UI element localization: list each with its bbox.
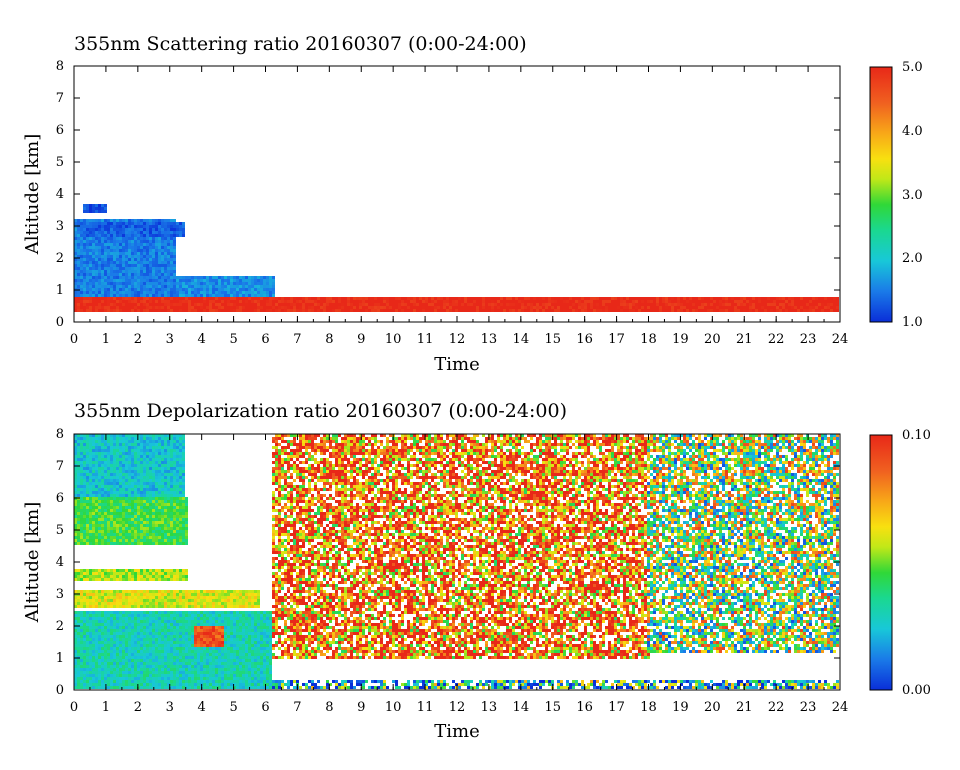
x-tick-label: 4	[198, 332, 206, 347]
y-tick-label: 7	[56, 91, 64, 106]
x-tick-label: 18	[640, 700, 657, 715]
colorbar-gradient	[869, 66, 893, 323]
x-tick-label: 2	[134, 700, 142, 715]
x-tick-label: 8	[325, 700, 333, 715]
colorbar-label: 0.00	[902, 683, 931, 698]
colorbar-label: 5.0	[902, 60, 923, 75]
x-tick-label: 1	[102, 700, 110, 715]
heatmap-area	[74, 204, 839, 312]
x-tick-label: 5	[229, 332, 237, 347]
colorbar-label: 1.0	[902, 315, 923, 330]
x-tick-label: 16	[576, 700, 593, 715]
y-tick-label: 3	[56, 219, 64, 234]
x-tick-label: 14	[513, 332, 530, 347]
x-tick-label: 0	[70, 332, 78, 347]
colorbar-gradient	[869, 434, 893, 691]
chart-title: 355nm Scattering ratio 20160307 (0:00-24…	[74, 33, 527, 55]
chart-depolarization-ratio: 355nm Depolarization ratio 20160307 (0:0…	[22, 400, 931, 742]
x-tick-label: 11	[417, 700, 434, 715]
x-tick-label: 21	[736, 332, 753, 347]
y-tick-label: 6	[56, 491, 64, 506]
x-tick-label: 5	[229, 700, 237, 715]
x-axis-label: Time	[434, 354, 479, 375]
x-tick-label: 15	[544, 332, 561, 347]
x-tick-label: 4	[198, 700, 206, 715]
x-tick-label: 12	[449, 332, 466, 347]
x-tick-label: 13	[481, 700, 498, 715]
x-axis-label: Time	[434, 721, 479, 742]
x-tick-label: 12	[449, 700, 466, 715]
x-tick-label: 20	[704, 700, 721, 715]
y-tick-label: 4	[56, 187, 64, 202]
x-tick-label: 17	[608, 332, 625, 347]
y-tick-label: 3	[56, 587, 64, 602]
colorbar-label: 4.0	[902, 124, 923, 139]
heatmap-area	[74, 434, 839, 689]
x-tick-label: 6	[261, 700, 269, 715]
x-tick-label: 24	[832, 700, 849, 715]
x-tick-label: 9	[357, 332, 365, 347]
x-tick-label: 16	[576, 332, 593, 347]
y-tick-label: 8	[56, 427, 64, 442]
x-tick-label: 19	[672, 700, 689, 715]
chart-scattering-ratio: 355nm Scattering ratio 20160307 (0:00-24…	[22, 33, 923, 375]
x-tick-label: 2	[134, 332, 142, 347]
x-tick-label: 14	[513, 700, 530, 715]
x-tick-label: 13	[481, 332, 498, 347]
colorbar-label: 3.0	[902, 188, 923, 203]
y-tick-label: 1	[56, 651, 64, 666]
y-tick-label: 0	[56, 315, 64, 330]
y-tick-label: 7	[56, 459, 64, 474]
colorbar-label: 2.0	[902, 251, 923, 266]
x-tick-label: 9	[357, 700, 365, 715]
axes: 0 1 2 3 4 5 6 7 8 9 10 11 12 13 14 15 16 17 18 19 20 21 22 23 24…	[56, 427, 849, 715]
y-tick-label: 5	[56, 523, 64, 538]
x-tick-label: 0	[70, 700, 78, 715]
x-tick-label: 23	[800, 700, 817, 715]
axes: 0 1 2 3 4 5 6 7 8 9 10 11 12 13 14 15 16 17 18 19 20 21 22 23 24…	[56, 59, 849, 347]
x-tick-label: 22	[768, 700, 785, 715]
x-tick-label: 10	[385, 700, 402, 715]
x-tick-label: 3	[166, 700, 174, 715]
y-axis-label: Altitude [km]	[22, 134, 43, 256]
x-tick-label: 3	[166, 332, 174, 347]
x-tick-label: 23	[800, 332, 817, 347]
y-tick-label: 8	[56, 59, 64, 74]
x-tick-label: 11	[417, 332, 434, 347]
y-tick-label: 1	[56, 283, 64, 298]
colorbar-label: 0.10	[902, 428, 931, 443]
x-tick-label: 15	[544, 700, 561, 715]
y-tick-label: 0	[56, 683, 64, 698]
x-tick-label: 20	[704, 332, 721, 347]
x-tick-label: 10	[385, 332, 402, 347]
y-tick-label: 5	[56, 155, 64, 170]
x-tick-label: 18	[640, 332, 657, 347]
x-tick-label: 7	[293, 700, 301, 715]
x-tick-label: 24	[832, 332, 849, 347]
chart-title: 355nm Depolarization ratio 20160307 (0:0…	[74, 400, 567, 422]
x-tick-label: 22	[768, 332, 785, 347]
x-tick-label: 21	[736, 700, 753, 715]
x-tick-label: 1	[102, 332, 110, 347]
x-tick-label: 8	[325, 332, 333, 347]
x-tick-label: 6	[261, 332, 269, 347]
x-tick-label: 7	[293, 332, 301, 347]
y-tick-label: 2	[56, 251, 64, 266]
colorbar: 0.10 0.00	[869, 428, 931, 698]
colorbar: 5.0 4.0 3.0 2.0 1.0	[869, 60, 923, 330]
y-tick-label: 2	[56, 619, 64, 634]
y-axis-label: Altitude [km]	[22, 502, 43, 624]
x-tick-label: 19	[672, 332, 689, 347]
x-tick-label: 17	[608, 700, 625, 715]
y-tick-label: 4	[56, 555, 64, 570]
y-tick-label: 6	[56, 123, 64, 138]
